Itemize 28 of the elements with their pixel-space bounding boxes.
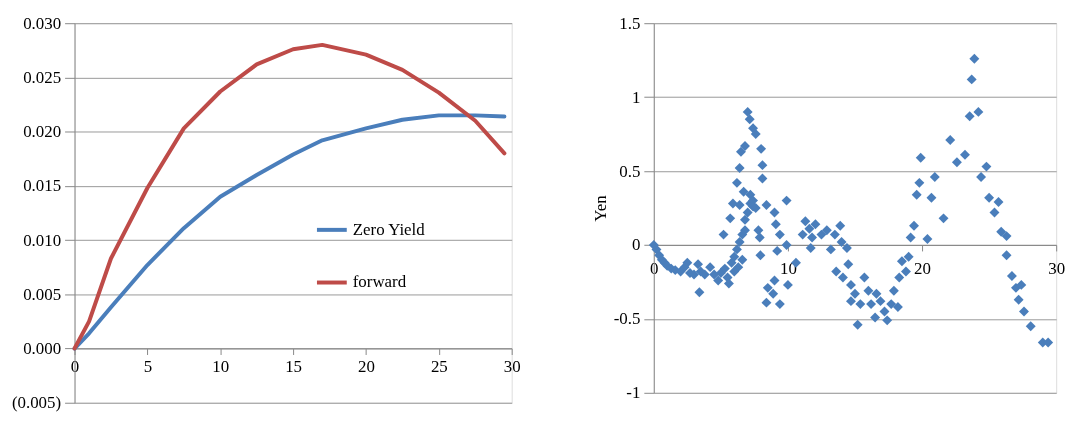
x-tick-label: 15	[285, 356, 303, 376]
y-axis-title: Yen	[590, 194, 610, 222]
x-tick-label: 0	[650, 259, 659, 279]
y-tick-label: -0.5	[613, 309, 641, 329]
legend-label: Zero Yield	[352, 219, 426, 239]
x-tick-label: 30	[503, 356, 521, 376]
y-tick-label: 0.5	[619, 161, 641, 181]
y-tick-label: 0.000	[23, 338, 62, 358]
y-tick-label: 0.010	[23, 230, 62, 250]
x-tick-label: 25	[430, 356, 448, 376]
y-tick-label: 0.015	[23, 176, 62, 196]
y-tick-label: 0.025	[23, 67, 62, 87]
y-tick-label: 0.005	[23, 284, 62, 304]
x-tick-label: 30	[1048, 259, 1066, 279]
y-tick-label: 0	[631, 235, 641, 255]
x-tick-label: 0	[70, 356, 80, 376]
y-tick-label: 0.020	[23, 122, 62, 142]
y-tick-label: 1	[631, 87, 641, 107]
y-tick-label: 0.030	[23, 13, 62, 33]
y-tick-label: 1.5	[619, 13, 641, 33]
line-series	[72, 42, 507, 351]
x-tick-label: 20	[914, 259, 931, 279]
x-tick-label: 5	[143, 356, 153, 376]
legend-label: forward	[352, 272, 407, 292]
x-tick-label: 10	[212, 356, 230, 376]
y-tick-label: (0.005)	[11, 393, 62, 413]
x-tick-label: 20	[358, 356, 375, 376]
y-tick-label: -1	[626, 383, 641, 403]
